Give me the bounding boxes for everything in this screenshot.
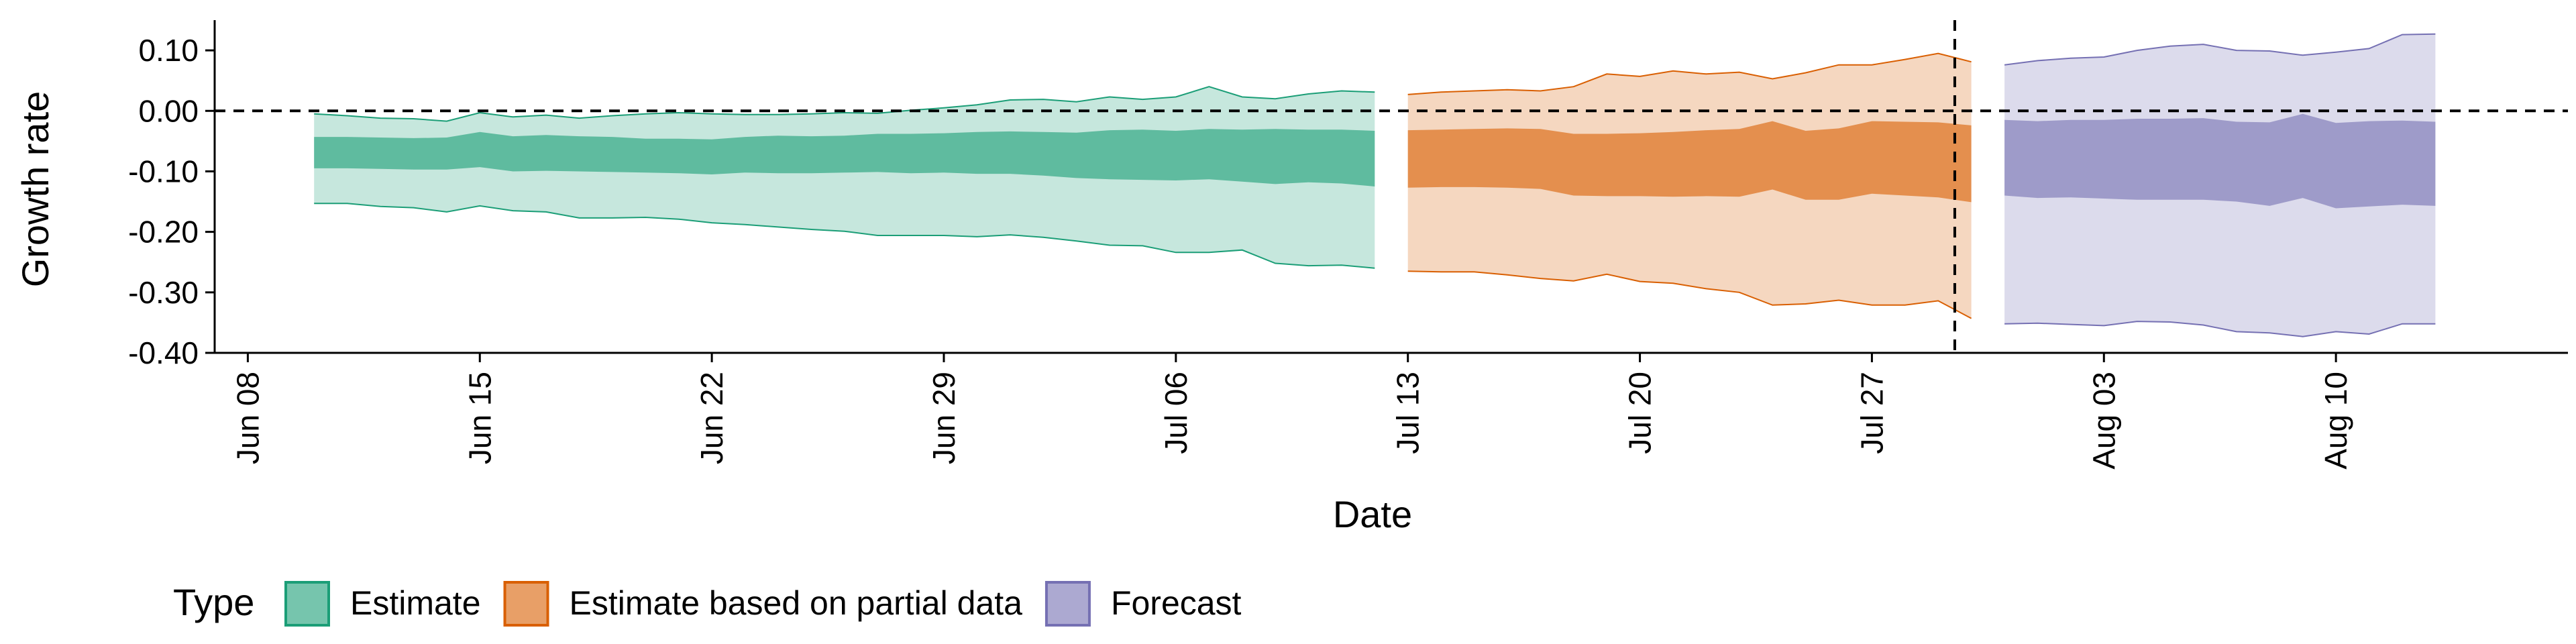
x-tick-label: Jun 15 xyxy=(462,372,497,464)
x-tick-label: Jul 06 xyxy=(1159,372,1193,454)
y-tick-label: 0.00 xyxy=(138,93,199,128)
x-tick-label: Jul 27 xyxy=(1854,372,1889,454)
legend-label-forecast: Forecast xyxy=(1111,584,1242,622)
x-tick-label: Jun 22 xyxy=(694,372,729,464)
y-tick-label: -0.40 xyxy=(128,335,199,370)
lower90-line-forecast xyxy=(2004,321,2436,337)
band50-estimate-based-on-partial-data xyxy=(1407,121,1972,203)
x-tick-label: Jun 29 xyxy=(926,372,961,464)
legend-key-estimate-based-on-partial-data xyxy=(503,581,549,627)
x-tick-label: Aug 03 xyxy=(2086,372,2121,470)
upper90-line-estimate-based-on-partial-data xyxy=(1407,52,1972,95)
y-axis-title: Growth rate xyxy=(14,91,56,288)
legend-label-estimate-based-on-partial-data: Estimate based on partial data xyxy=(570,584,1023,622)
y-tick-label: -0.30 xyxy=(128,275,199,310)
y-tick-label: 0.10 xyxy=(138,33,199,68)
plot-area xyxy=(215,20,2568,353)
legend-title: Type xyxy=(173,581,254,623)
x-tick-label: Jul 20 xyxy=(1623,372,1658,454)
x-axis-title: Date xyxy=(1333,493,1412,535)
axes: -0.40 -0.30 -0.20 -0.10 0.00 0.10 Jun 08 Jun 15… xyxy=(128,20,2568,470)
x-tick-label: Jul 13 xyxy=(1391,372,1426,454)
legend-key-forecast xyxy=(1044,581,1091,627)
legend: Type Estimate Estimate based on partial d… xyxy=(173,581,1242,627)
y-tick-label: -0.10 xyxy=(128,154,199,189)
lower90-line-estimate xyxy=(314,203,1375,269)
x-tick-label: Jun 08 xyxy=(230,372,265,464)
band50-forecast xyxy=(2004,113,2436,209)
legend-label-estimate: Estimate xyxy=(350,584,481,622)
x-tick-label: Aug 10 xyxy=(2318,372,2353,470)
upper90-line-forecast xyxy=(2004,33,2436,66)
band50-estimate xyxy=(314,129,1375,186)
upper90-line-estimate xyxy=(314,86,1375,122)
lower90-line-estimate-based-on-partial-data xyxy=(1407,270,1972,319)
legend-key-estimate xyxy=(284,581,330,627)
y-tick-label: -0.20 xyxy=(128,215,199,250)
